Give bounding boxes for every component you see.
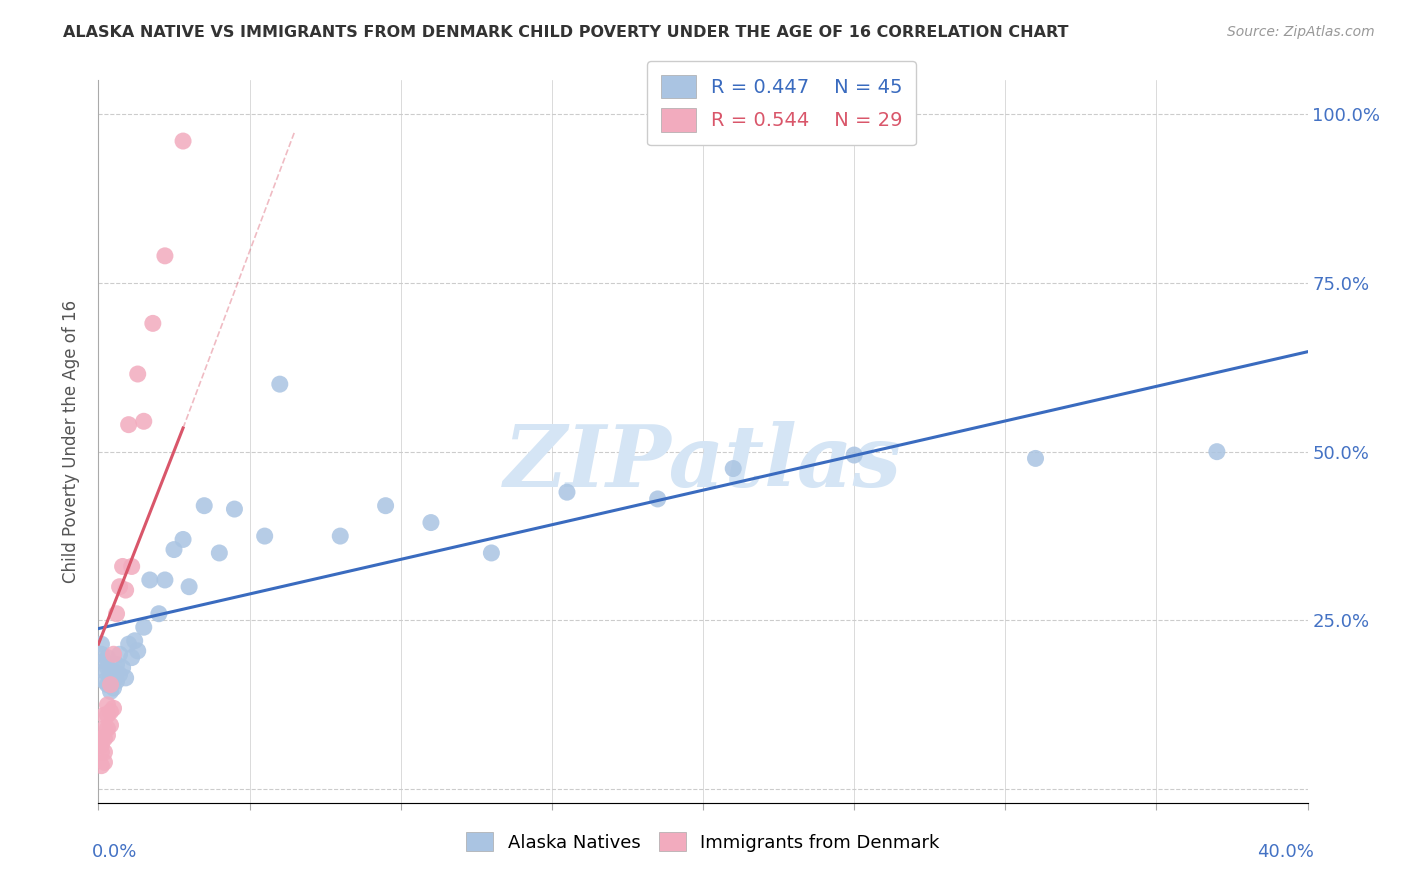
Point (723, 461, 745, 475)
Point (90, 758, 112, 772)
Point (103, 647, 125, 661)
Point (269, 377, 291, 392)
Point (103, 664, 125, 678)
Point (132, 414, 155, 428)
Y-axis label: Child Poverty Under the Age of 16: Child Poverty Under the Age of 16 (62, 300, 80, 583)
Point (108, 667, 131, 681)
Text: ZIPatlas: ZIPatlas (503, 421, 903, 505)
Point (105, 607, 128, 621)
Point (96, 661, 118, 675)
Point (93, 708, 115, 723)
Point (100, 705, 122, 719)
Point (172, 134, 194, 148)
Point (127, 367, 149, 381)
Point (100, 718, 122, 732)
Point (208, 546, 231, 560)
Point (105, 674, 128, 689)
Text: Source: ZipAtlas.com: Source: ZipAtlas.com (1227, 25, 1375, 39)
Point (90, 731, 112, 746)
Point (121, 650, 143, 665)
Point (96, 698, 118, 712)
Point (108, 647, 131, 661)
Point (374, 499, 396, 513)
Point (100, 684, 122, 698)
Point (93, 745, 115, 759)
Point (118, 637, 141, 651)
Point (103, 701, 125, 715)
Point (105, 657, 128, 672)
Point (100, 667, 122, 681)
Point (108, 580, 131, 594)
Point (127, 644, 149, 658)
Point (90, 637, 112, 651)
Point (224, 502, 246, 516)
Point (90, 739, 112, 753)
Point (96, 722, 118, 736)
Point (420, 516, 443, 530)
Point (124, 633, 146, 648)
Point (1206, 444, 1229, 458)
Point (153, 573, 176, 587)
Point (93, 664, 115, 678)
Point (93, 756, 115, 770)
Point (96, 650, 118, 665)
Point (139, 573, 162, 587)
Point (1024, 451, 1046, 466)
Point (179, 580, 201, 594)
Point (100, 678, 122, 692)
Point (647, 491, 669, 506)
Point (100, 674, 122, 689)
Point (153, 249, 176, 263)
Point (96, 678, 118, 692)
Point (96, 728, 118, 742)
Point (114, 671, 136, 685)
Point (93, 674, 115, 689)
Point (555, 485, 578, 500)
Point (111, 661, 134, 675)
Point (132, 620, 155, 634)
Point (329, 529, 352, 543)
Point (844, 448, 866, 462)
Point (111, 559, 134, 574)
Text: 40.0%: 40.0% (1257, 843, 1313, 861)
Point (172, 533, 194, 547)
Point (114, 583, 136, 598)
Point (148, 607, 170, 621)
Legend: Alaska Natives, Immigrants from Denmark: Alaska Natives, Immigrants from Denmark (460, 824, 946, 859)
Point (103, 681, 125, 695)
Text: ALASKA NATIVE VS IMMIGRANTS FROM DENMARK CHILD POVERTY UNDER THE AGE OF 16 CORRE: ALASKA NATIVE VS IMMIGRANTS FROM DENMARK… (63, 25, 1069, 40)
Text: 0.0%: 0.0% (93, 843, 138, 861)
Point (90, 745, 112, 759)
Point (253, 529, 276, 543)
Point (163, 542, 186, 557)
Point (193, 499, 215, 513)
Point (93, 722, 115, 736)
Point (118, 417, 141, 432)
Point (481, 546, 503, 560)
Point (90, 647, 112, 661)
Point (142, 317, 165, 331)
Point (121, 559, 143, 574)
Point (93, 731, 115, 746)
Point (93, 654, 115, 668)
Point (96, 708, 118, 723)
